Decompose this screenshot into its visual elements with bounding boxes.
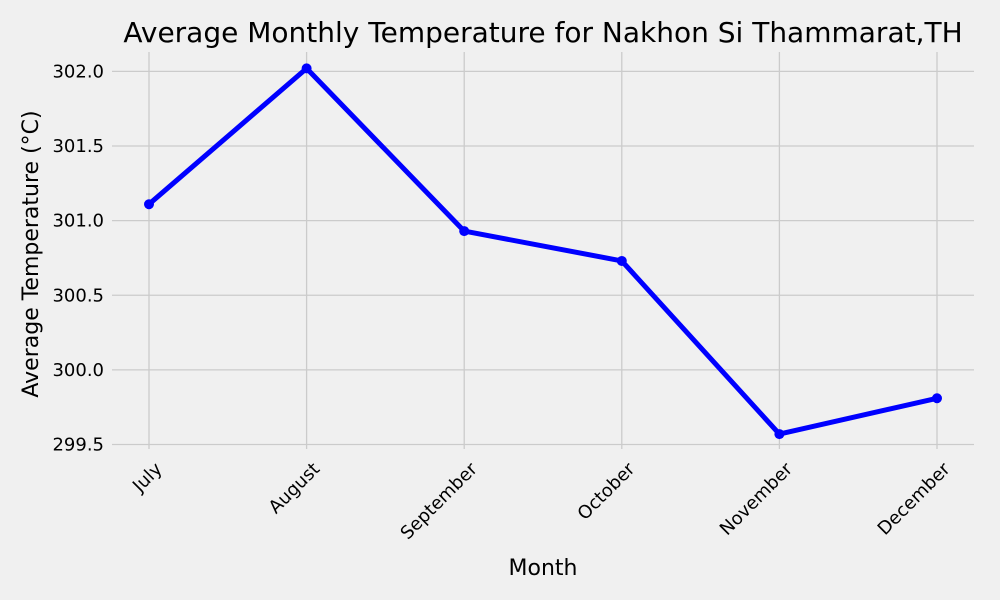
data-point: [616, 255, 627, 266]
grid: [112, 52, 974, 449]
y-tick-label: 299.5: [52, 435, 104, 456]
series-group: [144, 63, 942, 440]
data-point: [774, 429, 785, 440]
x-tick-label: August: [265, 459, 324, 518]
y-axis-label: Average Temperature (°C): [19, 110, 44, 397]
x-tick-label: October: [574, 458, 640, 524]
y-tick-label: 300.0: [52, 360, 104, 381]
x-tick-label: December: [874, 458, 955, 539]
series-line: [146, 65, 940, 437]
y-tick-label: 300.5: [52, 285, 104, 306]
x-tick-labels: July August September October November Decemb…: [128, 458, 955, 544]
chart-title: Average Monthly Temperature for Nakhon S…: [123, 16, 962, 49]
data-point: [301, 63, 312, 74]
y-tick-labels: 299.5 300.0 300.5 301.0 301.5 302.0: [52, 61, 104, 455]
x-tick-label: September: [397, 458, 483, 544]
x-tick-label: July: [128, 458, 167, 497]
x-axis-label: Month: [509, 556, 578, 581]
data-point: [144, 199, 154, 210]
data-point: [459, 226, 470, 237]
x-tick-label: November: [716, 458, 797, 539]
y-tick-label: 301.0: [52, 211, 104, 232]
data-point: [932, 393, 942, 404]
y-tick-label: 301.5: [52, 136, 104, 157]
y-tick-label: 302.0: [52, 61, 104, 82]
